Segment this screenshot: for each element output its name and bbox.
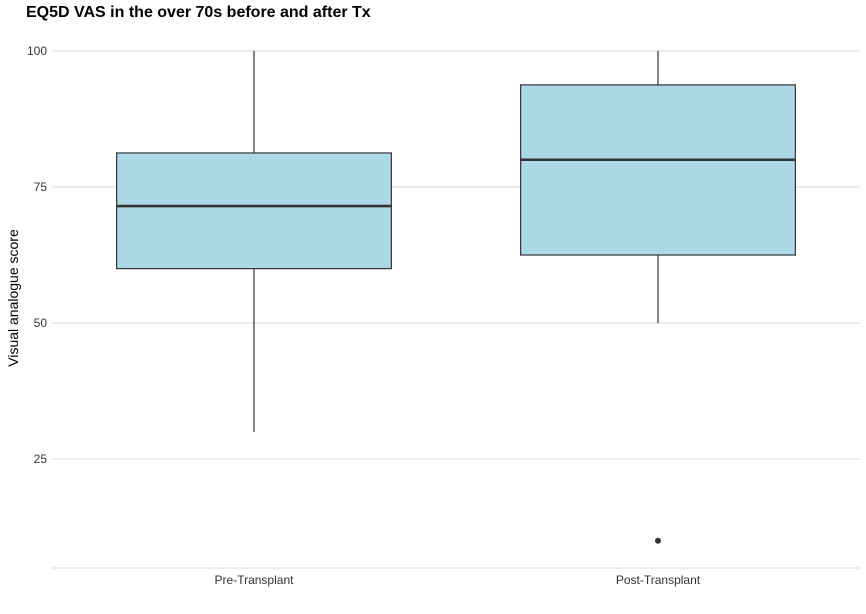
x-axis-ticks: Pre-Transplant Post-Transplant bbox=[215, 573, 701, 587]
y-axis-ticks: 25 50 75 100 bbox=[27, 44, 47, 466]
y-tick-label-50: 50 bbox=[34, 316, 48, 330]
y-tick-label-75: 75 bbox=[34, 180, 48, 194]
box-pre-transplant bbox=[116, 50, 392, 432]
y-tick-label-25: 25 bbox=[34, 452, 48, 466]
y-tick-label-100: 100 bbox=[27, 44, 47, 58]
x-tick-label-pre-transplant: Pre-Transplant bbox=[215, 573, 295, 587]
y-axis-title: Visual analogue score bbox=[5, 229, 21, 367]
box-series bbox=[116, 50, 796, 544]
x-tick-label-post-transplant: Post-Transplant bbox=[616, 573, 701, 587]
box-post-transplant bbox=[520, 50, 796, 544]
iqr-box bbox=[116, 152, 392, 270]
chart-title: EQ5D VAS in the over 70s before and afte… bbox=[26, 4, 371, 21]
outlier-point bbox=[655, 537, 661, 544]
iqr-box bbox=[520, 84, 796, 256]
